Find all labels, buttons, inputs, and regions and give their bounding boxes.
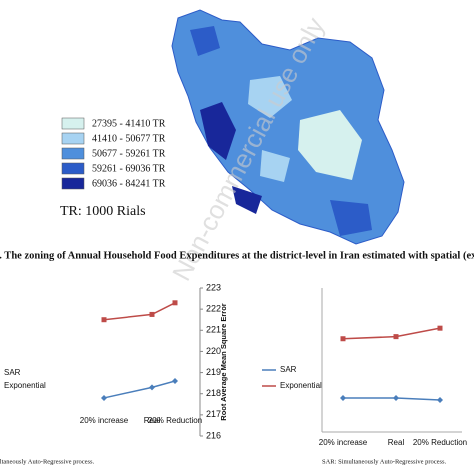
series-marker: [101, 317, 107, 323]
series-marker: [437, 325, 443, 331]
series-marker: [172, 300, 178, 306]
legend-swatch: [61, 177, 85, 190]
map-region: [248, 76, 292, 118]
series-marker: [149, 384, 155, 391]
x-tick-label: 20% Reduction: [148, 416, 202, 425]
map-legend: 27395 - 41410 TR 41410 - 50677 TR 50677 - …: [61, 117, 166, 190]
map-region: [190, 26, 220, 56]
y-tick-label: 218: [206, 388, 221, 398]
legend-label: 41410 - 50677 TR: [92, 133, 166, 144]
map-region: [200, 102, 236, 160]
legend-swatch: [61, 132, 85, 145]
legend-label: 69036 - 84241 TR: [92, 178, 166, 189]
map-region: [330, 200, 372, 236]
y-tick-label: 219: [206, 367, 221, 377]
legend-label: SAR: [4, 368, 21, 377]
series-marker: [393, 394, 399, 401]
y-tick-label: 222: [206, 304, 221, 314]
series-line: [103, 380, 176, 399]
y-axis-label: Root Average Mean Square Error: [219, 303, 228, 420]
footnote: SAR: Simultaneously Auto-Regressive proc…: [322, 458, 447, 465]
y-tick-label: 221: [206, 325, 221, 335]
series-marker: [101, 394, 107, 401]
footnote: SAR: Simultaneously Auto-Regressive proc…: [0, 458, 95, 465]
legend-label: 50677 - 59261 TR: [92, 148, 166, 159]
x-tick-label: 20% increase: [80, 416, 129, 425]
series-line: [103, 302, 176, 321]
y-tick-label: 220: [206, 346, 221, 356]
x-tick-label: 20% increase: [319, 438, 368, 447]
caption: 1. The zoning of Annual Household Food E…: [0, 250, 474, 261]
series-marker: [393, 334, 399, 340]
map: [171, 9, 405, 245]
x-tick-label: 20% Reduction: [413, 438, 467, 447]
map-region: [232, 186, 262, 214]
series-marker: [149, 311, 155, 317]
series-marker: [340, 394, 346, 401]
legend-label: 27395 - 41410 TR: [92, 118, 166, 129]
legend-label: SAR: [280, 365, 297, 374]
legend-label: 59261 - 69036 TR: [92, 163, 166, 174]
series-line: [343, 397, 441, 401]
map-region: [260, 150, 290, 182]
series-marker: [437, 397, 443, 404]
series-marker: [172, 378, 178, 385]
charts: 216 217 218 219 220 221 222 223 Root Average Mea…: [0, 282, 467, 465]
legend-swatch: [61, 147, 85, 160]
x-tick-label: Real: [388, 438, 405, 447]
legend-swatch: [61, 117, 85, 130]
map-region: [298, 110, 362, 180]
y-tick-label: 216: [206, 430, 221, 440]
series-line: [342, 327, 441, 340]
map-note: TR: 1000 Rials: [60, 204, 146, 219]
legend-label: Exponential: [4, 381, 46, 390]
map-shape: [171, 9, 405, 245]
y-tick-label: 217: [206, 409, 221, 419]
legend-swatch: [61, 162, 85, 175]
x-tick-label: Real: [144, 416, 161, 425]
legend-label: Exponential: [280, 381, 322, 390]
series-marker: [340, 336, 346, 342]
y-tick-label: 223: [206, 282, 221, 292]
